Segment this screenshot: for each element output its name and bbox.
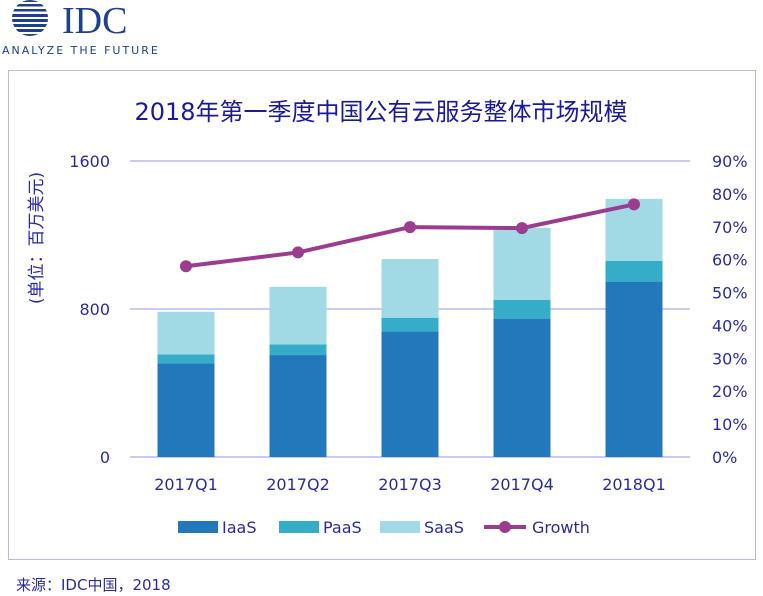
bar-iaas <box>269 355 327 457</box>
idc-logo: IDC ANALYZE THE FUTURE <box>0 0 180 60</box>
y-tick-label: 0 <box>100 448 110 467</box>
y2-tick-label: 70% <box>712 218 748 237</box>
bar-paas <box>157 354 215 364</box>
y2-tick-label: 90% <box>712 152 748 171</box>
bar-paas <box>605 260 663 282</box>
logo-brand: IDC <box>62 0 127 42</box>
y2-tick-label: 80% <box>712 185 748 204</box>
legend-label: SaaS <box>424 518 464 537</box>
legend-label: Growth <box>532 518 590 537</box>
legend-marker-growth <box>499 521 511 533</box>
y2-tick-label: 40% <box>712 316 748 335</box>
legend-label: PaaS <box>323 518 362 537</box>
y-tick-label: 800 <box>79 300 110 319</box>
y2-tick-label: 30% <box>712 349 748 368</box>
source-note: 来源：IDC中国，2018 <box>16 576 171 594</box>
growth-point <box>292 246 304 259</box>
y2-tick-label: 10% <box>712 415 748 434</box>
bar-iaas <box>493 318 551 457</box>
legend-label: IaaS <box>222 518 256 537</box>
x-tick-label: 2017Q4 <box>490 475 554 494</box>
y2-tick-label: 60% <box>712 251 748 270</box>
x-tick-label: 2017Q1 <box>154 475 218 494</box>
y2-tick-label: 0% <box>712 448 737 467</box>
bar-iaas <box>157 363 215 457</box>
x-tick-label: 2017Q2 <box>266 475 330 494</box>
legend-swatch-saas <box>380 521 420 533</box>
logo-tagline: ANALYZE THE FUTURE <box>2 44 160 57</box>
bar-paas <box>269 344 327 356</box>
x-tick-label: 2018Q1 <box>602 475 666 494</box>
growth-point <box>516 222 528 235</box>
legend-swatch-paas <box>279 521 319 533</box>
bar-saas <box>269 286 327 345</box>
bar-iaas <box>605 281 663 457</box>
bar-saas <box>493 227 551 300</box>
growth-point <box>180 260 192 273</box>
bar-saas <box>157 311 215 355</box>
chart-frame <box>8 70 756 560</box>
bar-saas <box>381 259 439 318</box>
y-axis-label: (单位：百万美元) <box>27 172 47 304</box>
growth-line <box>185 202 635 269</box>
y-tick-label: 1600 <box>69 152 110 171</box>
y2-tick-label: 20% <box>712 382 748 401</box>
legend-swatch-iaas <box>178 521 218 533</box>
x-tick-label: 2017Q3 <box>378 475 442 494</box>
bar-iaas <box>381 331 439 457</box>
y2-tick-label: 50% <box>712 284 748 303</box>
globe-icon <box>12 0 48 36</box>
bar-paas <box>381 317 439 332</box>
chart-title: 2018年第一季度中国公有云服务整体市场规模 <box>134 98 627 126</box>
growth-point <box>628 198 640 211</box>
growth-point <box>404 221 416 234</box>
bar-paas <box>493 299 551 319</box>
